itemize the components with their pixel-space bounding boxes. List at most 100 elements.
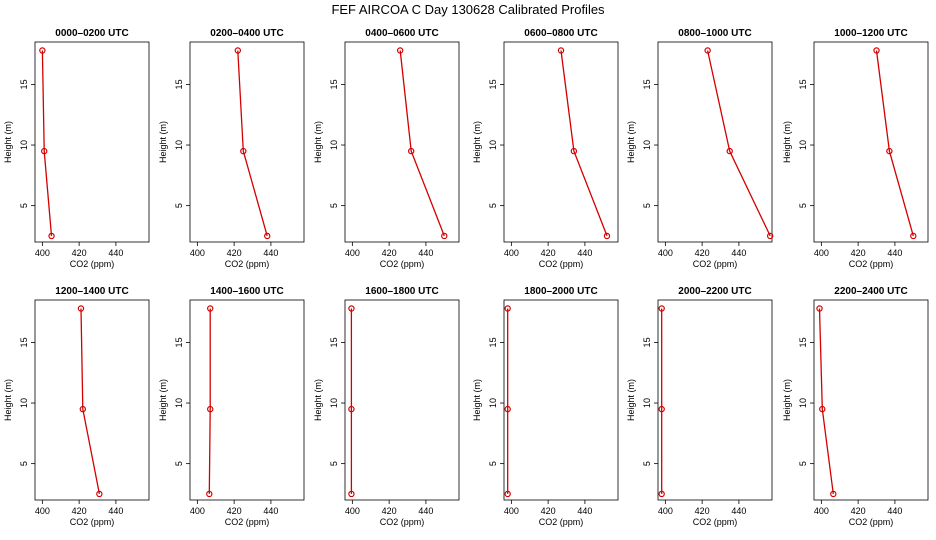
x-tick-label: 420: [695, 248, 710, 258]
x-tick-label: 400: [814, 506, 829, 516]
data-point: [504, 490, 511, 498]
x-axis-label: CO2 (ppm): [225, 517, 270, 527]
x-tick-label: 420: [851, 506, 866, 516]
y-tick-label: 5: [488, 203, 498, 208]
x-axis-label: CO2 (ppm): [539, 517, 584, 527]
y-tick-label: 10: [488, 140, 498, 150]
x-tick-label: 400: [190, 248, 205, 258]
y-tick-label: 10: [642, 140, 652, 150]
y-tick-label: 10: [642, 398, 652, 408]
y-tick-label: 15: [19, 337, 29, 347]
data-point: [504, 305, 511, 312]
profile-line: [41, 50, 53, 236]
plot-frame: [34, 41, 150, 243]
y-tick-label: 10: [174, 140, 184, 150]
profile-line: [399, 50, 445, 237]
panel-title: 0600–0800 UTC: [524, 28, 597, 39]
plot-frame: [503, 299, 619, 501]
y-tick-label: 5: [19, 461, 29, 466]
y-tick-label: 10: [798, 398, 808, 408]
x-tick-label: 440: [418, 506, 433, 516]
data-point: [234, 47, 242, 54]
y-tick-label: 10: [174, 398, 184, 408]
figure-title: FEF AIRCOA C Day 130628 Calibrated Profi…: [331, 2, 605, 17]
y-tick-label: 10: [329, 140, 339, 150]
y-axis-label: Height (m): [158, 121, 168, 163]
x-tick-label: 440: [887, 248, 902, 258]
y-tick-label: 15: [19, 79, 29, 89]
y-tick-label: 15: [329, 337, 339, 347]
profile-line: [818, 308, 834, 494]
data-point: [48, 232, 55, 240]
data-point: [264, 232, 271, 240]
x-tick-label: 400: [658, 506, 673, 516]
x-tick-label: 400: [345, 506, 360, 516]
data-point: [207, 305, 214, 312]
data-point: [206, 490, 213, 498]
data-point: [704, 47, 711, 54]
profile-panel: 2200–2400 UTC 400 420 440 5 10 15 CO2 (ppm) Heig…: [782, 286, 929, 527]
data-point: [96, 490, 103, 498]
plot-frame: [189, 41, 305, 243]
profile-panel: 1600–1800 UTC 400 420 440 5 10 15 CO2 (ppm) Heig…: [313, 286, 460, 527]
data-point: [570, 147, 578, 155]
plot-frame: [813, 299, 929, 501]
data-point: [816, 305, 823, 312]
data-point: [726, 147, 733, 155]
y-axis-label: Height (m): [782, 121, 792, 163]
y-axis-label: Height (m): [3, 121, 13, 163]
data-point: [830, 490, 837, 498]
y-tick-label: 15: [642, 337, 652, 347]
x-tick-label: 420: [72, 506, 87, 516]
y-tick-label: 15: [488, 337, 498, 347]
profile-panel: 0200–0400 UTC 400 420 440 5 10 15 CO2 (ppm) Heig…: [158, 28, 305, 269]
profile-line: [706, 50, 771, 237]
y-tick-label: 10: [19, 140, 29, 150]
x-tick-label: 440: [731, 248, 746, 258]
panels-grid: 0000–0200 UTC 400 420 440 5 10 15 CO2 (ppm) Heig…: [3, 28, 929, 527]
profile-line: [80, 308, 101, 495]
profile-panel: 1400–1600 UTC 400 420 440 5 10 15 CO2 (ppm) Heig…: [158, 286, 305, 527]
x-tick-label: 440: [263, 506, 278, 516]
x-tick-label: 420: [227, 248, 242, 258]
x-axis-label: CO2 (ppm): [380, 517, 425, 527]
x-tick-label: 440: [263, 248, 278, 258]
y-tick-label: 15: [798, 337, 808, 347]
profile-line: [560, 50, 608, 237]
x-axis-label: CO2 (ppm): [225, 259, 270, 269]
y-axis-label: Height (m): [626, 379, 636, 421]
y-tick-label: 15: [798, 79, 808, 89]
x-tick-label: 400: [35, 248, 50, 258]
y-axis-label: Height (m): [3, 379, 13, 421]
panel-title: 0800–1000 UTC: [678, 28, 751, 39]
y-tick-label: 5: [798, 203, 808, 208]
y-tick-label: 10: [798, 140, 808, 150]
y-tick-label: 5: [329, 461, 339, 466]
plot-frame: [657, 41, 773, 243]
y-tick-label: 15: [174, 337, 184, 347]
y-axis-label: Height (m): [782, 379, 792, 421]
y-tick-label: 5: [642, 203, 652, 208]
data-point: [766, 232, 774, 240]
panel-title: 2000–2200 UTC: [678, 286, 751, 297]
x-tick-label: 440: [731, 506, 746, 516]
profile-panel: 1200–1400 UTC 400 420 440 5 10 15 CO2 (ppm) Heig…: [3, 286, 150, 527]
data-point: [886, 147, 893, 155]
profile-panel: 0000–0200 UTC 400 420 440 5 10 15 CO2 (ppm) Heig…: [3, 28, 150, 269]
y-axis-label: Height (m): [626, 121, 636, 163]
profile-line: [237, 50, 268, 237]
x-axis-label: CO2 (ppm): [693, 517, 738, 527]
y-tick-label: 10: [19, 398, 29, 408]
data-point: [873, 47, 880, 54]
data-point: [40, 147, 48, 155]
x-tick-label: 440: [418, 248, 433, 258]
profile-panel: 2000–2200 UTC 400 420 440 5 10 15 CO2 (ppm) Heig…: [626, 286, 773, 527]
data-point: [396, 47, 404, 54]
plot-frame: [657, 299, 773, 501]
y-axis-label: Height (m): [472, 121, 482, 163]
y-tick-label: 15: [329, 79, 339, 89]
y-tick-label: 10: [488, 398, 498, 408]
x-tick-label: 420: [541, 506, 556, 516]
data-point: [819, 405, 826, 413]
